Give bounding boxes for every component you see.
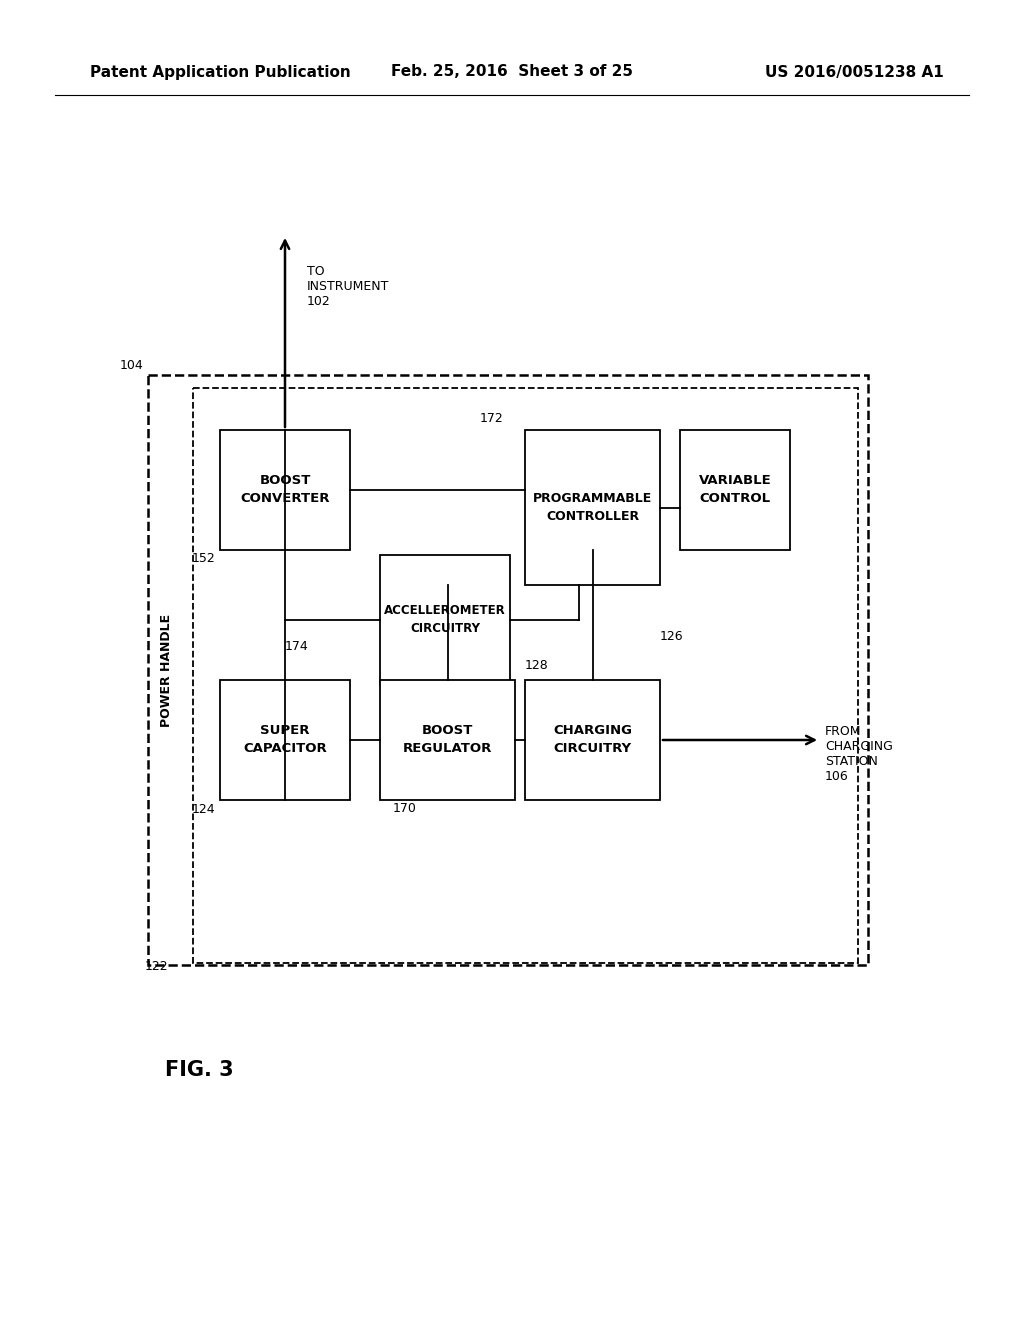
Text: FROM
CHARGING
STATION
106: FROM CHARGING STATION 106 [825, 725, 893, 783]
Text: US 2016/0051238 A1: US 2016/0051238 A1 [765, 65, 944, 79]
Bar [525, 430, 660, 585]
Text: 174: 174 [285, 640, 308, 653]
Text: SUPER
CAPACITOR: SUPER CAPACITOR [243, 725, 327, 755]
Bar [380, 680, 515, 800]
Text: ACCELLEROMETER
CIRCUITRY: ACCELLEROMETER CIRCUITRY [384, 605, 506, 635]
Text: CHARGING
CIRCUITRY: CHARGING CIRCUITRY [553, 725, 632, 755]
Text: 172: 172 [479, 412, 503, 425]
Text: Patent Application Publication: Patent Application Publication [90, 65, 351, 79]
Text: PROGRAMMABLE
CONTROLLER: PROGRAMMABLE CONTROLLER [532, 492, 652, 523]
Text: 124: 124 [191, 803, 215, 816]
Text: 128: 128 [525, 659, 549, 672]
Bar [220, 680, 350, 800]
Bar [220, 430, 350, 550]
Text: 122: 122 [145, 960, 169, 973]
Bar [193, 388, 858, 964]
Text: BOOST
CONVERTER: BOOST CONVERTER [241, 474, 330, 506]
Text: POWER HANDLE: POWER HANDLE [160, 614, 172, 726]
Text: 126: 126 [660, 630, 684, 643]
Text: BOOST
REGULATOR: BOOST REGULATOR [402, 725, 493, 755]
Text: VARIABLE
CONTROL: VARIABLE CONTROL [698, 474, 771, 506]
Bar [380, 554, 510, 685]
Bar [148, 375, 868, 965]
Text: 104: 104 [119, 359, 143, 372]
Text: FIG. 3: FIG. 3 [165, 1060, 233, 1080]
Text: Feb. 25, 2016  Sheet 3 of 25: Feb. 25, 2016 Sheet 3 of 25 [391, 65, 633, 79]
Bar [525, 680, 660, 800]
Text: 170: 170 [393, 803, 417, 814]
Text: TO
INSTRUMENT
102: TO INSTRUMENT 102 [307, 265, 389, 308]
Bar [680, 430, 790, 550]
Text: 152: 152 [191, 552, 215, 565]
